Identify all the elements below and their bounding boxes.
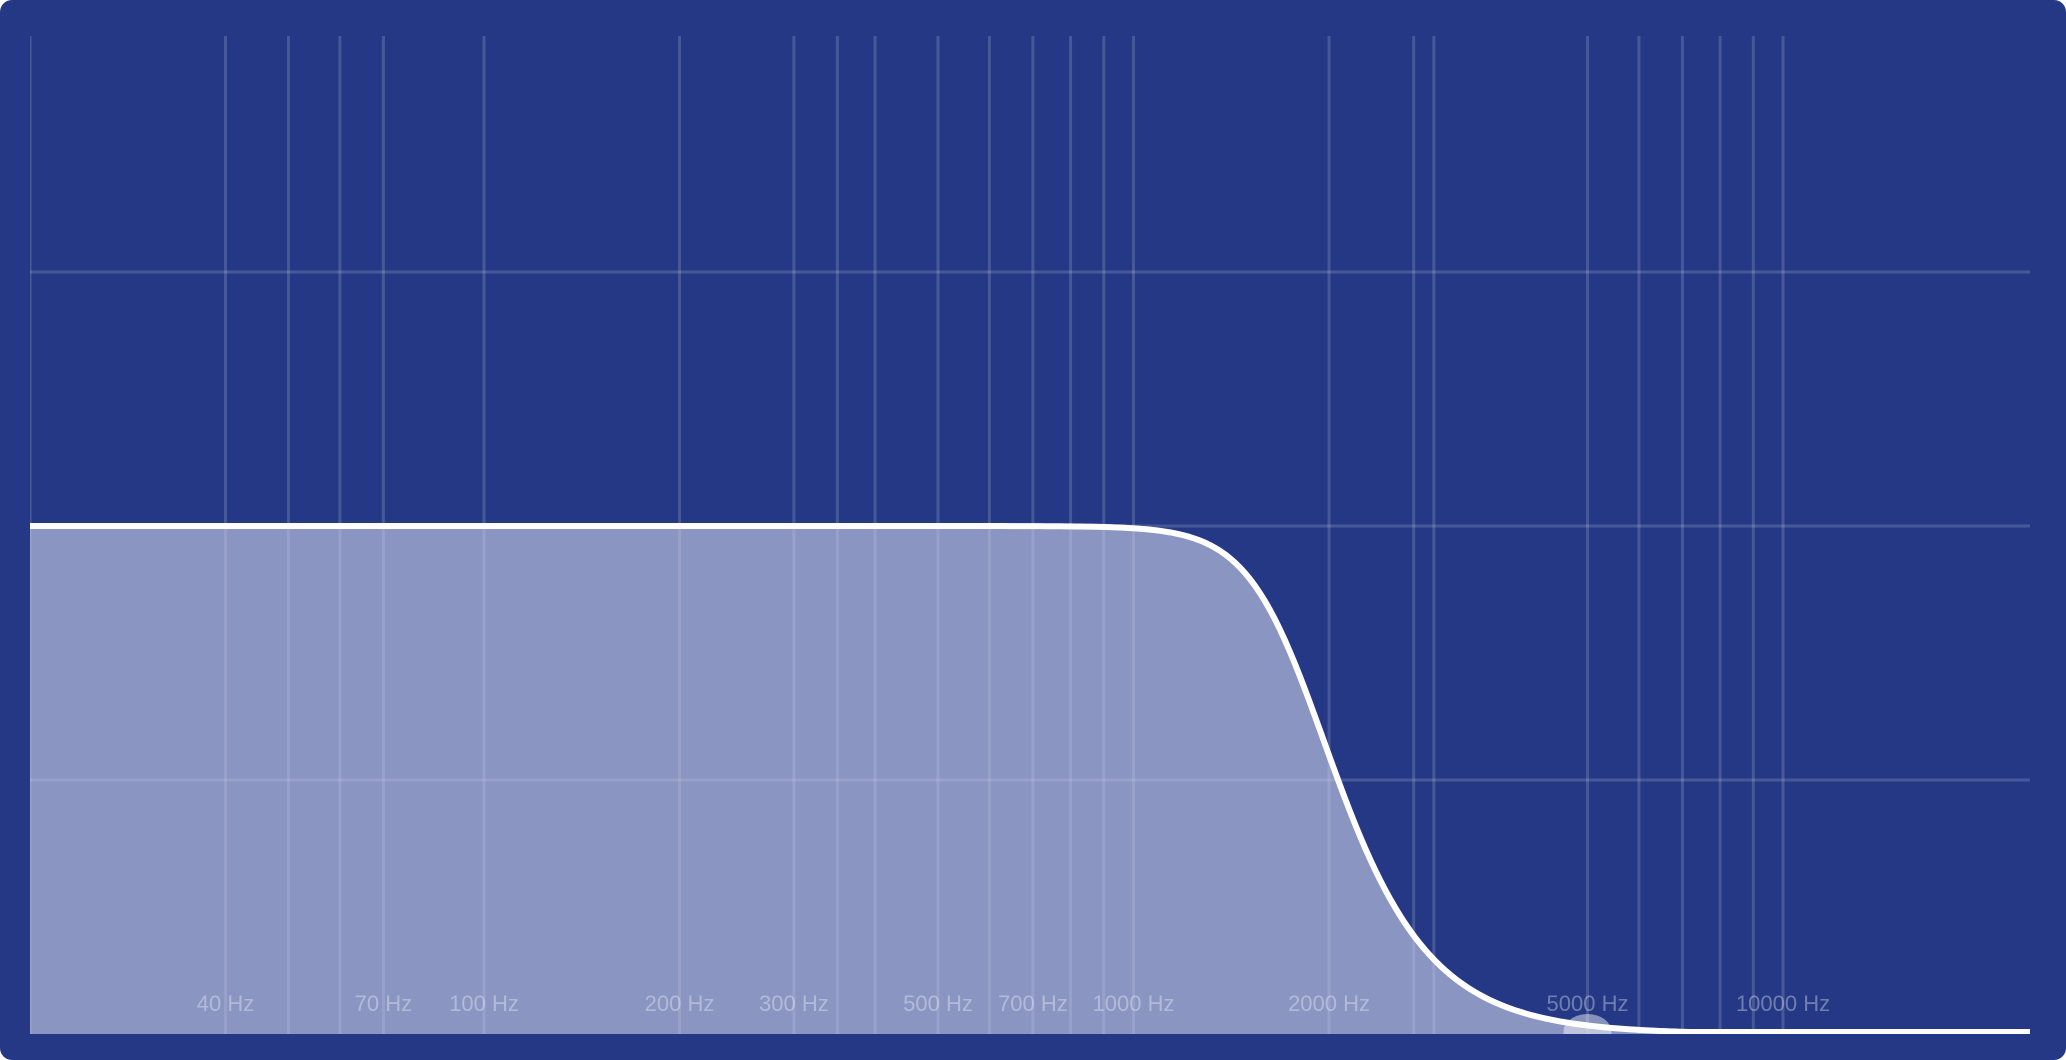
- frequency-response-plot[interactable]: 40 Hz 70 Hz 100 Hz 200 Hz 300 Hz 500 Hz 700 Hz…: [30, 18, 2030, 1034]
- tick-label: 5000 Hz: [1547, 991, 1629, 1016]
- tick-label: 500 Hz: [903, 991, 973, 1016]
- tick-label: 700 Hz: [998, 991, 1068, 1016]
- tick-label: 40 Hz: [197, 991, 254, 1016]
- tick-label: 200 Hz: [645, 991, 715, 1016]
- tick-label: 1000 Hz: [1093, 991, 1175, 1016]
- response-fill-area: [30, 526, 2030, 1034]
- cutoff-handle[interactable]: [1563, 1014, 1612, 1034]
- frequency-response-chart[interactable]: 40 Hz 70 Hz 100 Hz 200 Hz 300 Hz 500 Hz 700 Hz…: [30, 18, 2030, 1034]
- tick-label: 70 Hz: [355, 991, 412, 1016]
- frequency-tick-labels: 40 Hz 70 Hz 100 Hz 200 Hz 300 Hz 500 Hz 700 Hz…: [197, 991, 1830, 1016]
- tick-label: 300 Hz: [759, 991, 829, 1016]
- response-curve: [30, 523, 2030, 1034]
- tick-label: 100 Hz: [449, 991, 519, 1016]
- tick-label: 10000 Hz: [1736, 991, 1830, 1016]
- tick-label: 2000 Hz: [1288, 991, 1370, 1016]
